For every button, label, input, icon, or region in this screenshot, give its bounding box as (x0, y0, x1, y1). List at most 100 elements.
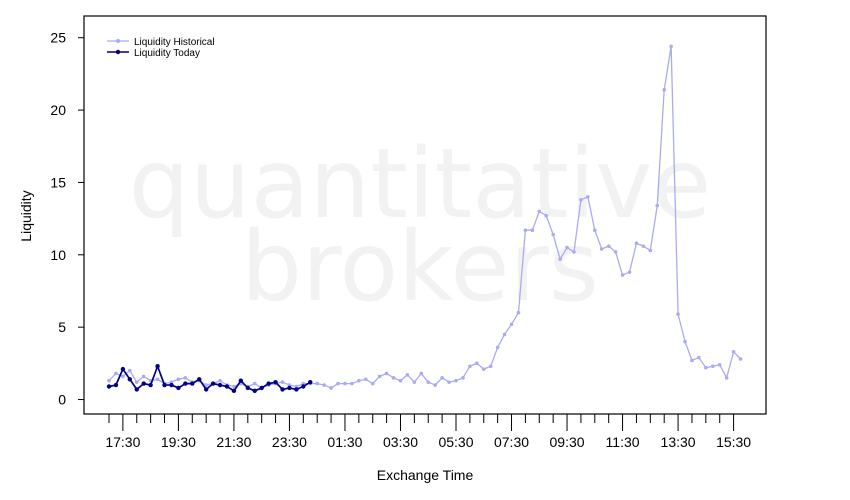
data-point (454, 378, 458, 383)
data-point (606, 244, 611, 248)
data-point (523, 228, 528, 232)
data-point (315, 381, 320, 386)
data-point (634, 241, 639, 246)
data-point (343, 381, 347, 386)
data-point (419, 371, 424, 376)
data-point (648, 248, 653, 253)
data-point (106, 384, 112, 389)
data-point (475, 361, 479, 366)
data-point (357, 378, 361, 383)
x-tick-label: 01:30 (327, 434, 362, 450)
legend-historical-marker (116, 39, 120, 43)
data-point (676, 312, 680, 316)
data-point (176, 377, 181, 382)
data-point (724, 376, 729, 380)
data-point (203, 387, 209, 392)
legend-historical-label: Liquidity Historical (134, 37, 215, 48)
data-point (301, 384, 306, 389)
watermark-line-1: quantitative (129, 128, 711, 240)
data-point (704, 365, 708, 370)
legend-today-marker (115, 49, 121, 55)
data-point (384, 371, 389, 376)
data-point (717, 362, 722, 367)
data-point (176, 385, 181, 391)
x-tick-label: 05:30 (438, 434, 473, 450)
data-point (690, 358, 694, 363)
data-point (127, 377, 133, 382)
data-point (731, 349, 736, 354)
data-point (530, 228, 535, 232)
data-point (169, 382, 174, 388)
series-line (108, 365, 311, 392)
data-point (398, 378, 403, 383)
data-point (245, 385, 250, 391)
data-point (558, 257, 562, 261)
x-tick-label: 17:30 (105, 434, 140, 450)
data-point (141, 381, 146, 386)
data-point (190, 381, 195, 386)
plot-frame (83, 15, 767, 415)
data-point (218, 378, 222, 383)
x-tick-label: 09:30 (550, 434, 585, 450)
data-point (481, 367, 486, 371)
data-point (412, 380, 417, 384)
x-tick-label: 23:30 (272, 434, 307, 450)
data-point (697, 355, 701, 360)
data-point (238, 378, 244, 383)
data-point (683, 339, 687, 344)
y-tick-label: 5 (58, 319, 66, 335)
data-point (579, 198, 583, 202)
data-point (273, 379, 278, 385)
data-point (148, 382, 153, 388)
data-point (551, 232, 555, 237)
watermark-line-2: brokers (241, 211, 599, 323)
data-point (468, 364, 472, 369)
data-point (336, 381, 340, 386)
data-point (134, 380, 139, 384)
data-point (516, 310, 521, 315)
data-point (155, 364, 160, 369)
data-point (565, 245, 569, 250)
y-tick-label: 10 (50, 247, 66, 263)
data-point (669, 44, 673, 49)
data-point (120, 366, 126, 372)
series-layer (106, 44, 743, 394)
data-point (308, 379, 313, 385)
data-point (128, 368, 132, 373)
data-point (252, 388, 257, 394)
data-point (280, 380, 285, 384)
data-point (509, 322, 514, 327)
x-tick-label: 03:30 (383, 434, 418, 450)
data-point (113, 382, 119, 388)
data-point (329, 386, 333, 390)
data-point (224, 384, 230, 389)
data-point (370, 381, 375, 386)
legend: Liquidity Historical Liquidity Today (107, 37, 215, 59)
data-point (114, 371, 118, 376)
data-point (350, 381, 354, 386)
data-point (586, 195, 590, 199)
data-point (183, 376, 188, 380)
data-point (662, 88, 666, 92)
data-point (572, 250, 576, 254)
data-point (447, 380, 451, 384)
data-point (107, 378, 111, 383)
data-point (488, 364, 493, 369)
data-point (363, 377, 368, 382)
data-point (155, 377, 160, 382)
x-axis-label: Exchange Time (377, 467, 474, 483)
watermark: quantitative brokers (129, 128, 711, 323)
data-point (710, 364, 715, 369)
data-point (217, 382, 223, 388)
data-point (593, 228, 597, 232)
y-tick-label: 0 (58, 392, 66, 408)
data-point (544, 213, 549, 218)
data-point (134, 387, 139, 392)
x-tick-label: 07:30 (494, 434, 529, 450)
data-point (599, 247, 604, 251)
data-point (502, 332, 507, 337)
data-point (426, 380, 431, 384)
data-point (252, 381, 257, 386)
data-point (121, 374, 125, 379)
